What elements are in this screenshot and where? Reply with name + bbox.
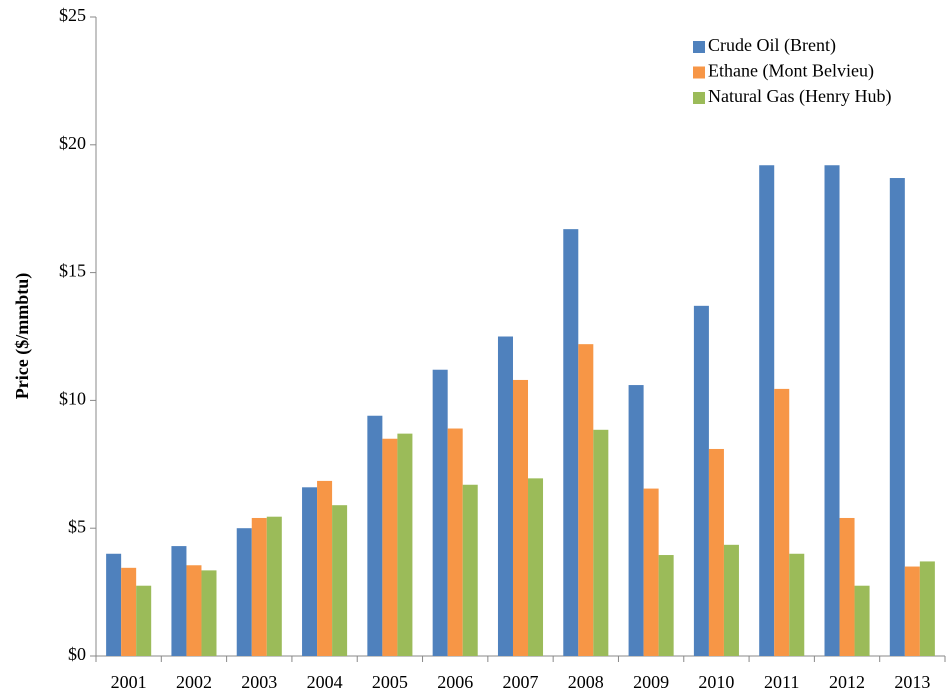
bar [201,570,217,656]
bar [628,385,644,656]
y-tick-label: $20 [59,133,86,153]
legend-label: Natural Gas (Henry Hub) [708,86,891,107]
bar [397,433,413,656]
bar [251,517,267,656]
bar [382,438,398,656]
bar [171,546,187,656]
bar [563,229,579,656]
bar [186,565,202,656]
bar [106,553,122,656]
x-tick-label: 2012 [829,672,865,692]
y-tick-label: $0 [68,644,86,664]
x-tick-label: 2006 [437,672,473,692]
legend-label: Ethane (Mont Belvieu) [708,61,874,82]
bar [332,505,348,656]
bar [302,487,318,656]
y-tick-label: $15 [59,261,86,281]
legend-label: Crude Oil (Brent) [708,35,836,56]
x-tick-label: 2010 [698,672,734,692]
bar [854,585,870,656]
bar [317,480,333,656]
x-tick-label: 2005 [372,672,408,692]
bar [578,344,594,656]
bar [904,566,920,656]
bar [708,448,724,656]
x-tick-label: 2011 [764,672,799,692]
bar [512,379,529,656]
bar [236,528,252,656]
bar [693,305,709,656]
bar [462,484,478,656]
x-tick-label: 2003 [241,672,277,692]
legend-swatch [693,92,705,104]
y-tick-label: $25 [59,5,86,25]
bar [824,165,840,657]
bar [121,567,137,656]
x-tick-label: 2009 [633,672,669,692]
y-tick-label: $5 [68,516,86,536]
x-tick-label: 2008 [568,672,604,692]
x-tick-label: 2002 [176,672,212,692]
x-tick-label: 2001 [111,672,147,692]
bar [789,553,805,656]
bar [497,336,513,656]
bar [528,478,544,656]
bar [723,544,739,656]
legend-swatch [693,41,705,53]
y-tick-label: $10 [59,389,86,409]
bar [643,488,659,656]
x-tick-label: 2013 [894,672,930,692]
bar [136,585,152,656]
bar [759,165,775,657]
bar [367,415,383,656]
bar [658,555,674,656]
bar [889,178,905,656]
bar [447,428,463,656]
bar [839,517,855,656]
x-tick-label: 2004 [307,672,343,692]
bar [919,561,935,656]
x-tick-label: 2007 [503,672,539,692]
bar [593,429,609,656]
bar [432,369,448,656]
bar [774,388,790,656]
legend-swatch [693,66,705,79]
y-axis-label: Price ($/mmbtu) [12,273,33,399]
bar [266,516,282,656]
